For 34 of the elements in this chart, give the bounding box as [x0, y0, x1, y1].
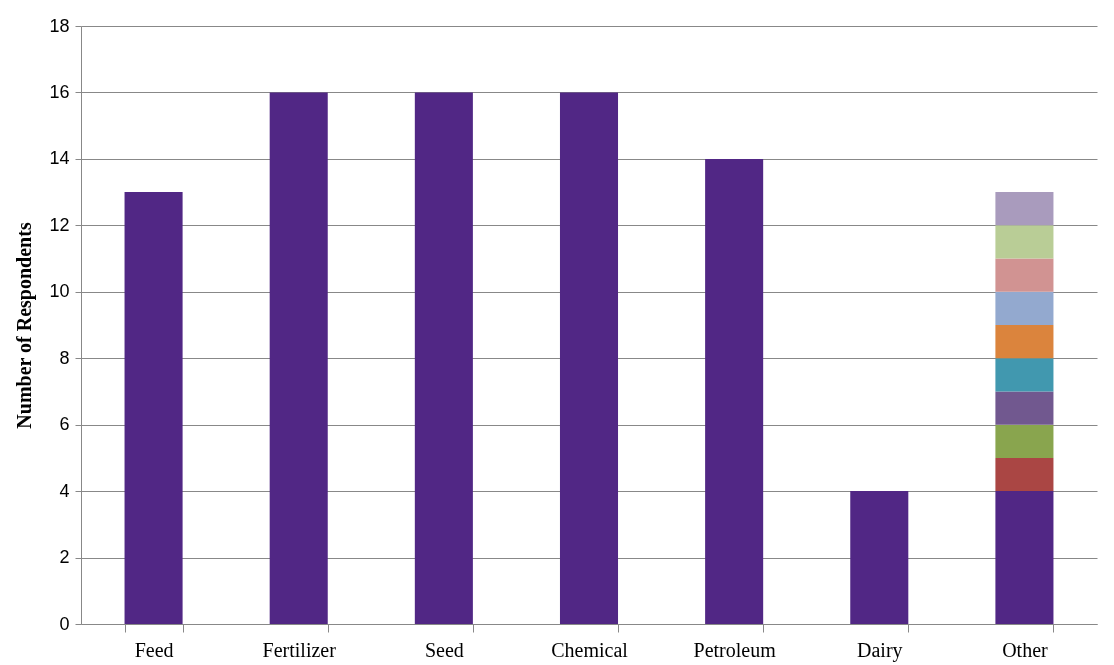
x-tick-label: Petroleum	[693, 638, 777, 661]
x-tick-label: Chemical	[551, 638, 629, 661]
x-tick-label: Seed	[424, 638, 464, 661]
bar	[850, 491, 909, 624]
bar	[995, 391, 1054, 425]
bar	[995, 424, 1054, 458]
x-tick-label: Other	[1002, 638, 1049, 661]
y-tick-label: 18	[49, 15, 70, 36]
bar	[995, 457, 1054, 492]
y-tick-label: 16	[49, 81, 70, 102]
y-tick-label: 10	[49, 281, 70, 302]
y-tick-label: 8	[59, 347, 70, 368]
bar	[269, 92, 328, 624]
y-tick-label: 12	[49, 214, 70, 235]
bar	[995, 225, 1054, 259]
x-tick-label: Feed	[134, 638, 174, 661]
bar	[995, 258, 1054, 292]
y-tick-label: 14	[49, 148, 70, 169]
y-axis-title: Number of Respondents	[13, 222, 37, 429]
bar	[995, 491, 1054, 624]
bar	[995, 192, 1054, 226]
y-tick-label: 6	[59, 414, 70, 435]
bar	[559, 92, 619, 624]
bar	[995, 325, 1054, 359]
y-tick-label: 0	[59, 613, 70, 634]
y-tick-label: 2	[59, 547, 70, 568]
bar	[995, 358, 1054, 392]
bar	[414, 92, 473, 624]
bar	[705, 158, 764, 624]
bar	[124, 192, 183, 624]
bar	[995, 291, 1054, 325]
x-tick-label: Dairy	[857, 638, 903, 662]
y-tick-label: 4	[59, 480, 70, 501]
x-tick-label: Fertilizer	[262, 638, 337, 661]
